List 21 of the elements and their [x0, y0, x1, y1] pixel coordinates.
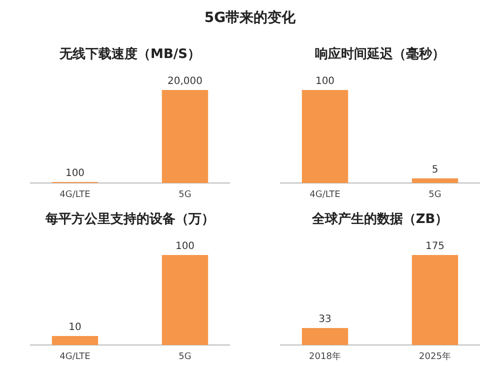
x-tick-label: 2025年 — [419, 351, 451, 362]
data-label: 20,000 — [168, 76, 202, 87]
data-label: 100 — [65, 168, 85, 179]
chart-title: 全球产生的数据（ZB） — [310, 211, 448, 227]
chart-title: 每平方公里支持的设备（万） — [44, 211, 214, 227]
data-label: 175 — [425, 241, 445, 252]
text: 5G带来的变化 — [204, 9, 297, 26]
x-tick-label: 4G/LTE — [310, 190, 341, 200]
x-tick-label: 5G — [428, 190, 442, 200]
data-label: 100 — [175, 241, 195, 252]
chart-title: 无线下载速度（MB/S） — [58, 46, 200, 62]
x-tick-label: 5G — [178, 190, 192, 200]
data-label: 100 — [315, 76, 335, 87]
x-tick-label: 4G/LTE — [60, 352, 91, 362]
x-tick-label: 5G — [178, 352, 192, 362]
x-tick-label: 2018年 — [309, 351, 341, 362]
data-label: 5 — [432, 164, 438, 176]
data-label: 10 — [68, 322, 82, 333]
x-tick-label: 4G/LTE — [60, 190, 91, 200]
chart-title: 响应时间延迟（毫秒） — [315, 46, 445, 62]
data-label: 33 — [318, 314, 332, 326]
